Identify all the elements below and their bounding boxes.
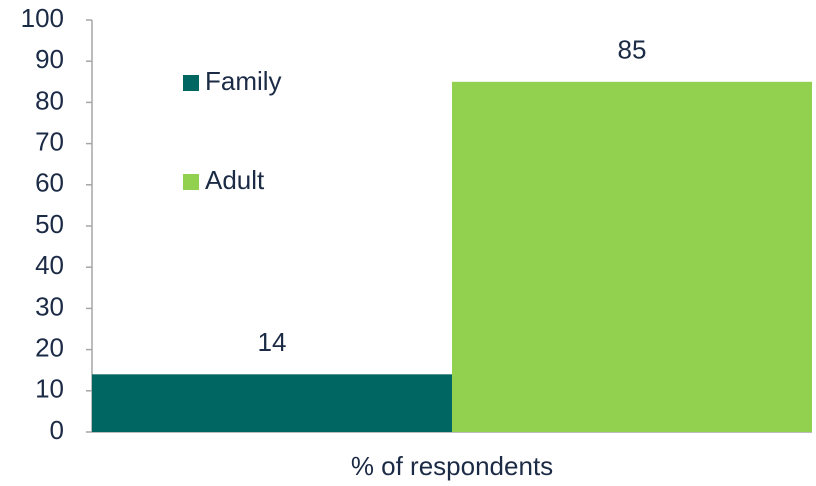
x-tick-label: % of respondents	[351, 451, 553, 481]
legend-swatch	[183, 75, 199, 91]
y-tick-label: 10	[35, 374, 64, 404]
legend-swatch	[183, 174, 199, 190]
y-tick-label: 100	[21, 3, 64, 33]
y-tick-label: 80	[35, 85, 64, 115]
legend-label: Adult	[205, 165, 265, 195]
legend-label: Family	[205, 66, 282, 96]
y-tick-label: 60	[35, 168, 64, 198]
y-tick-label: 70	[35, 126, 64, 156]
y-tick-label: 90	[35, 44, 64, 74]
y-tick-label: 50	[35, 209, 64, 239]
y-tick-label: 40	[35, 250, 64, 280]
y-tick-label: 0	[50, 415, 64, 445]
data-label: 85	[618, 35, 647, 65]
y-tick-label: 30	[35, 291, 64, 321]
bar	[92, 374, 452, 432]
y-tick-label: 20	[35, 332, 64, 362]
bar	[452, 81, 812, 433]
data-label: 14	[258, 327, 287, 357]
